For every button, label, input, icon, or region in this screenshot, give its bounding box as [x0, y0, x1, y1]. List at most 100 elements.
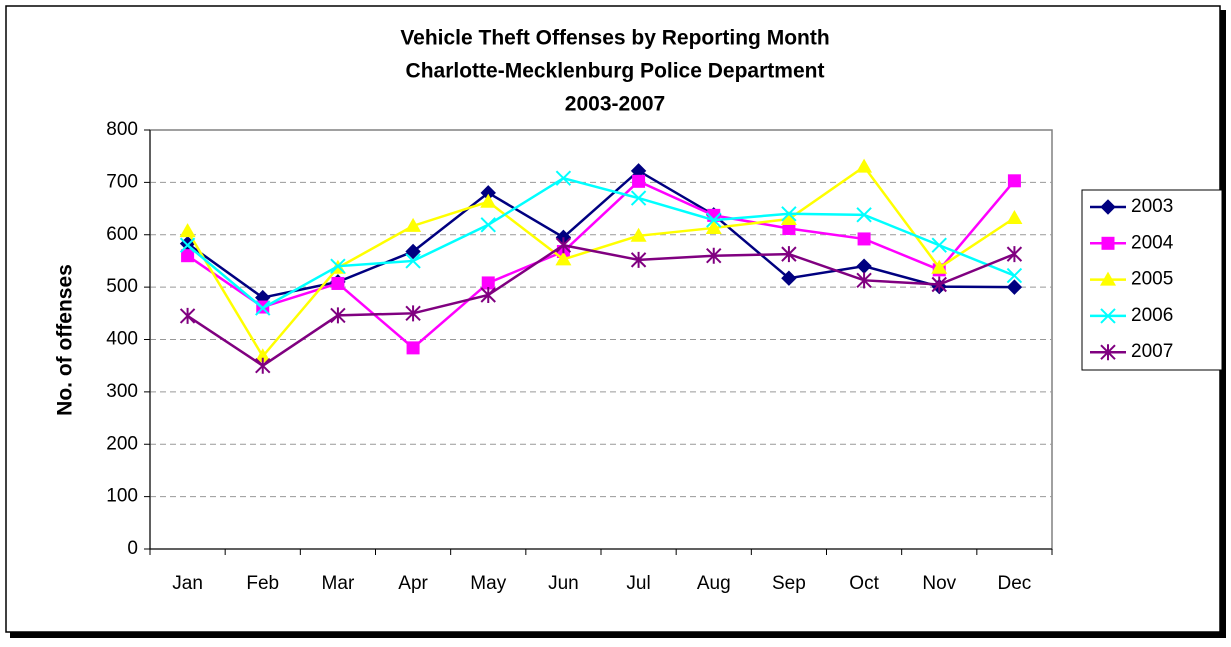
marker-shape [1006, 279, 1023, 295]
marker-shape [480, 286, 496, 303]
y-tick-label: 800 [106, 119, 138, 140]
marker-shape [1006, 267, 1023, 284]
y-tick-label: 200 [106, 433, 138, 454]
marker-shape [781, 206, 797, 222]
marker-shape [931, 276, 947, 293]
series-line [186, 243, 1015, 368]
marker-shape [1007, 174, 1021, 188]
x-tick-label: Oct [849, 573, 879, 594]
marker-shape [406, 341, 420, 355]
x-tick-label: Apr [398, 573, 428, 594]
marker [630, 227, 647, 242]
marker [1006, 279, 1023, 295]
marker-shape [181, 249, 195, 263]
marker-shape [781, 270, 797, 286]
marker [1101, 236, 1115, 250]
marker-shape [1100, 199, 1116, 215]
marker [856, 158, 873, 173]
y-tick-label: 500 [106, 276, 138, 297]
marker-shape [555, 237, 572, 254]
x-tick-label: May [470, 573, 506, 594]
marker [181, 249, 195, 263]
marker-shape [630, 190, 647, 206]
marker [255, 300, 271, 316]
marker [1100, 308, 1116, 324]
marker-shape [856, 272, 872, 289]
marker-shape [630, 227, 647, 242]
marker-shape [481, 276, 495, 290]
marker [1006, 246, 1023, 263]
marker-shape [931, 259, 948, 274]
marker [480, 286, 496, 303]
marker [781, 206, 797, 222]
marker [1100, 199, 1116, 215]
marker-shape [856, 207, 872, 223]
chart-title: 2003-2007 [565, 93, 665, 116]
y-tick-label: 300 [106, 381, 138, 402]
y-axis-label: No. of offenses [54, 264, 77, 416]
marker [555, 251, 572, 266]
marker-shape [705, 219, 722, 234]
marker-shape [1100, 271, 1116, 286]
x-tick-label: Dec [998, 573, 1032, 594]
marker-shape [405, 305, 421, 322]
x-tick-label: Jun [548, 573, 579, 594]
marker [179, 237, 196, 253]
marker-shape [1100, 308, 1116, 324]
marker [705, 219, 722, 234]
chart-title: Charlotte-Mecklenburg Police Department [406, 60, 825, 83]
y-tick-label: 0 [127, 538, 138, 559]
marker [706, 212, 722, 228]
marker-shape [330, 307, 346, 324]
marker [1006, 267, 1023, 284]
marker-shape [331, 276, 345, 290]
y-tick-label: 600 [106, 224, 138, 245]
marker [781, 246, 797, 263]
marker [481, 276, 495, 290]
chart-title: Vehicle Theft Offenses by Reporting Mont… [400, 27, 829, 50]
legend-label: 2007 [1131, 341, 1173, 362]
marker [405, 243, 421, 260]
legend-label: 2004 [1131, 232, 1174, 253]
marker-shape [632, 174, 646, 188]
marker-shape [856, 158, 873, 173]
marker-shape [630, 251, 647, 268]
marker [331, 276, 345, 290]
marker [330, 258, 346, 274]
marker-shape [780, 211, 797, 226]
marker [1007, 174, 1021, 188]
marker [857, 232, 871, 246]
marker [405, 217, 422, 232]
series-line [186, 164, 1016, 359]
marker-shape [405, 253, 421, 269]
legend-label: 2005 [1131, 269, 1173, 290]
marker [931, 237, 947, 253]
marker [856, 207, 872, 223]
x-tick-label: Nov [922, 573, 956, 594]
marker [632, 174, 646, 188]
marker [405, 305, 421, 322]
y-tick-label: 700 [106, 171, 138, 192]
y-tick-label: 100 [106, 486, 138, 507]
marker [555, 170, 572, 186]
marker-shape [931, 237, 947, 253]
marker [330, 307, 346, 324]
marker-shape [706, 247, 722, 264]
series-line [186, 179, 1016, 350]
marker [179, 223, 196, 238]
marker-shape [1006, 246, 1023, 263]
marker-shape [1101, 236, 1115, 250]
y-tick-label: 400 [106, 329, 138, 350]
marker [1100, 344, 1116, 361]
marker-shape [179, 307, 196, 324]
marker-shape [405, 217, 422, 232]
legend-label: 2003 [1131, 196, 1173, 217]
marker [555, 237, 572, 254]
marker [255, 357, 271, 374]
marker [480, 217, 496, 233]
marker [630, 251, 647, 268]
marker-shape [555, 251, 572, 266]
marker [179, 307, 196, 324]
